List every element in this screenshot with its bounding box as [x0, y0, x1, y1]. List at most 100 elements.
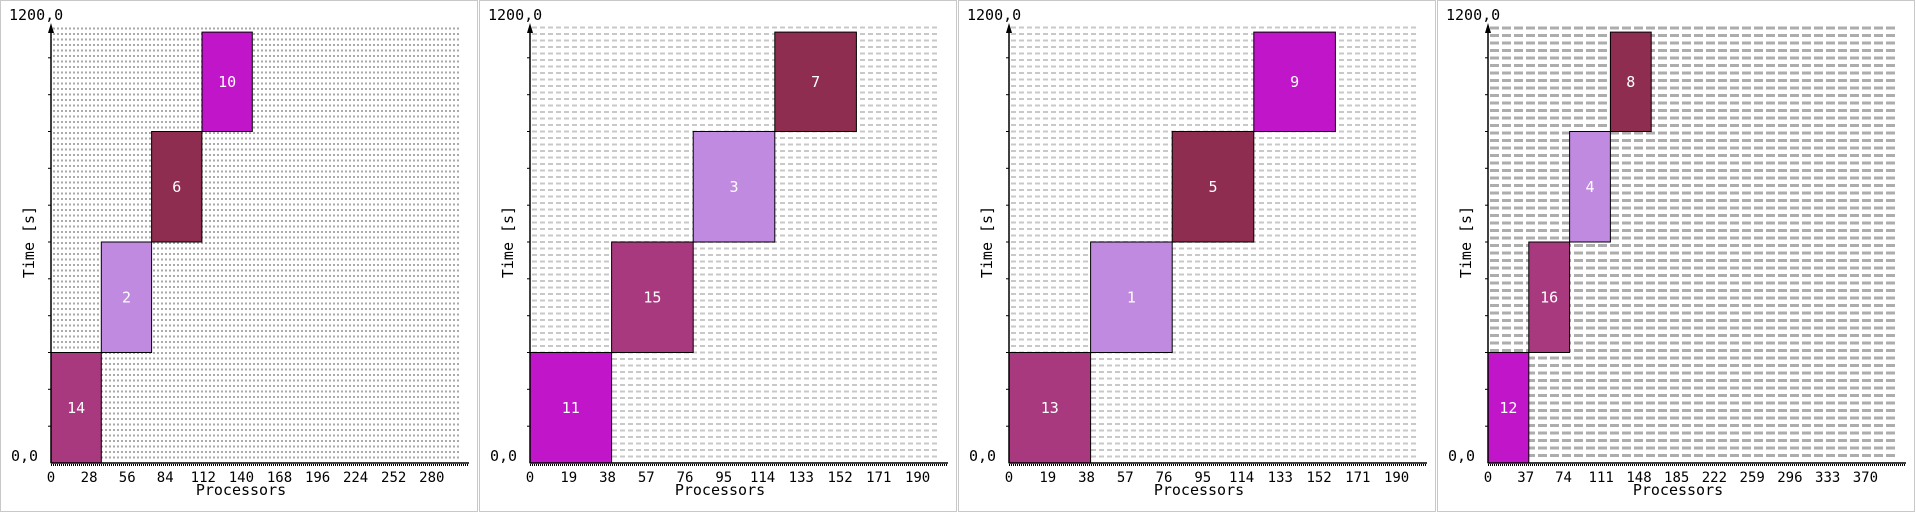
y-axis-arrow — [527, 23, 533, 33]
x-tick-label: 185 — [1664, 470, 1689, 486]
y-axis-arrow — [1006, 23, 1012, 33]
x-tick-label: 196 — [305, 470, 330, 486]
task-label-7: 7 — [811, 73, 820, 91]
task-bar-12 — [1487, 352, 1530, 464]
x-tick-label: 76 — [1156, 470, 1173, 486]
task-bar-8 — [1609, 31, 1652, 133]
x-tick-label: 133 — [1268, 470, 1293, 486]
gantt-panel-2: 11 15 3 7 1200,0 0,0 0 19 38 57 76 95 114 133 152 171 19… — [479, 0, 957, 512]
x-tick-label: 112 — [191, 470, 216, 486]
task-label-1: 1 — [1127, 288, 1136, 306]
x-tick-label: 296 — [1777, 470, 1802, 486]
task-label-4: 4 — [1585, 178, 1594, 196]
x-tick-label: 0 — [1005, 470, 1013, 486]
gantt-panel-1: 14 2 6 10 1200,0 0,0 0 28 56 84 112 140 168 196 224 252… — [0, 0, 478, 512]
task-label-16: 16 — [1540, 288, 1558, 306]
gantt-panel-4: 12 16 4 8 1200,0 0,0 0 37 74 111 148 185 222 259 296 33… — [1437, 0, 1915, 512]
task-bar-16 — [1528, 241, 1571, 353]
x-tick-label: 76 — [677, 470, 694, 486]
x-axis-title: Processors — [675, 481, 765, 499]
x-tick-label: 259 — [1740, 470, 1765, 486]
x-tick-label: 190 — [1384, 470, 1409, 486]
x-tick-label: 28 — [81, 470, 98, 486]
task-label-14: 14 — [67, 399, 85, 417]
x-tick-label: 252 — [381, 470, 406, 486]
task-bar-7 — [774, 31, 857, 133]
y-min-label: 0,0 — [490, 447, 517, 465]
x-tick-label: 114 — [750, 470, 775, 486]
x-axis-title: Processors — [196, 481, 286, 499]
x-tick-label: 114 — [1229, 470, 1254, 486]
task-bar-10 — [201, 31, 253, 133]
x-tick-label: 152 — [827, 470, 852, 486]
gantt-chart-svg: 12 16 4 8 1200,0 0,0 0 37 74 111 148 185 222 259 296 33… — [1446, 6, 1906, 499]
x-tick-label: 38 — [1078, 470, 1095, 486]
x-tick-label: 19 — [1039, 470, 1056, 486]
x-axis-title: Processors — [1154, 481, 1244, 499]
x-tick-label: 171 — [1345, 470, 1370, 486]
task-label-10: 10 — [218, 73, 236, 91]
gantt-panel-3: 13 1 5 9 1200,0 0,0 0 19 38 57 76 95 114 133 152 171 190… — [958, 0, 1436, 512]
x-tick-label: 56 — [119, 470, 136, 486]
y-max-label: 1200,0 — [967, 6, 1021, 24]
x-tick-label: 57 — [1117, 470, 1134, 486]
task-bar-5 — [1171, 131, 1255, 243]
x-tick-label: 280 — [419, 470, 444, 486]
x-tick-label: 333 — [1815, 470, 1840, 486]
y-min-label: 0,0 — [969, 447, 996, 465]
task-label-2: 2 — [122, 288, 131, 306]
x-tick-label: 37 — [1517, 470, 1534, 486]
task-label-6: 6 — [172, 178, 181, 196]
x-tick-label: 111 — [1589, 470, 1614, 486]
x-tick-label: 74 — [1555, 470, 1572, 486]
task-bar-9 — [1253, 31, 1336, 133]
x-tick-label: 171 — [866, 470, 891, 486]
x-tick-label: 148 — [1626, 470, 1651, 486]
y-max-label: 1200,0 — [1446, 6, 1500, 24]
gantt-chart-svg: 13 1 5 9 1200,0 0,0 0 19 38 57 76 95 114 133 152 171 190… — [967, 6, 1427, 499]
x-tick-label: 168 — [267, 470, 292, 486]
gantt-chart-svg: 11 15 3 7 1200,0 0,0 0 19 38 57 76 95 114 133 152 171 19… — [488, 6, 948, 499]
x-tick-label: 84 — [157, 470, 174, 486]
task-bar-14 — [50, 352, 102, 464]
x-tick-label: 222 — [1702, 470, 1727, 486]
task-label-5: 5 — [1208, 178, 1217, 196]
task-bar-1 — [1090, 241, 1173, 353]
x-tick-label: 140 — [229, 470, 254, 486]
task-bar-2 — [100, 241, 153, 353]
x-axis-title: Processors — [1633, 481, 1723, 499]
task-bar-15 — [611, 241, 694, 353]
y-max-label: 1200,0 — [9, 6, 63, 24]
task-bar-4 — [1569, 131, 1611, 243]
x-tick-label: 0 — [47, 470, 55, 486]
x-tick-label: 224 — [343, 470, 368, 486]
x-tick-label: 95 — [715, 470, 732, 486]
task-label-11: 11 — [562, 399, 580, 417]
x-tick-label: 38 — [599, 470, 616, 486]
task-bar-13 — [1008, 352, 1092, 464]
x-tick-label: 57 — [638, 470, 655, 486]
x-tick-label: 370 — [1853, 470, 1878, 486]
x-tick-label: 133 — [789, 470, 814, 486]
x-tick-label: 152 — [1306, 470, 1331, 486]
task-label-15: 15 — [643, 288, 661, 306]
y-axis-title: Time [s] — [978, 206, 996, 278]
y-axis-arrow — [1485, 23, 1491, 33]
x-tick-label: 190 — [905, 470, 930, 486]
y-max-label: 1200,0 — [488, 6, 542, 24]
y-min-label: 0,0 — [1448, 447, 1475, 465]
task-label-12: 12 — [1499, 399, 1517, 417]
task-bar-6 — [151, 131, 203, 243]
task-label-8: 8 — [1626, 73, 1635, 91]
y-axis-title: Time [s] — [499, 206, 517, 278]
task-bar-3 — [692, 131, 776, 243]
x-tick-label: 19 — [560, 470, 577, 486]
y-axis-title: Time [s] — [1457, 206, 1475, 278]
task-label-3: 3 — [729, 178, 738, 196]
x-tick-label: 0 — [526, 470, 534, 486]
y-min-label: 0,0 — [11, 447, 38, 465]
task-label-9: 9 — [1290, 73, 1299, 91]
y-axis-title: Time [s] — [20, 206, 38, 278]
gantt-chart-svg: 14 2 6 10 1200,0 0,0 0 28 56 84 112 140 168 196 224 252… — [9, 6, 469, 499]
task-label-13: 13 — [1041, 399, 1059, 417]
